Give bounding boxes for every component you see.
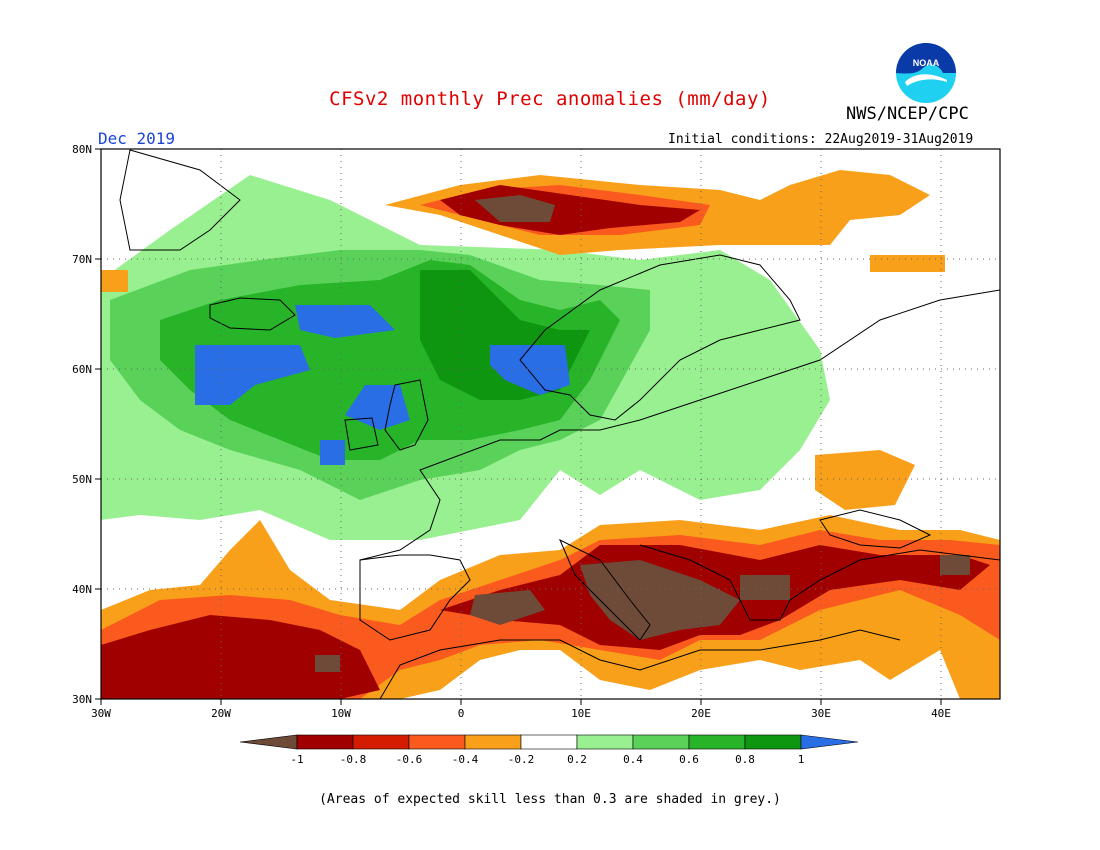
noaa-logo: NOAA (896, 43, 956, 103)
coastline-iberia (359, 554, 471, 641)
coastline-british-isles (344, 379, 429, 451)
anomaly-region-negative-south-extreme-4 (940, 555, 970, 575)
colorbar-label: 0.4 (623, 753, 643, 766)
lat-label: 50N (72, 473, 92, 486)
lon-label: 20E (691, 707, 711, 720)
lat-label: 30N (72, 693, 92, 706)
lat-label: 70N (72, 253, 92, 266)
colorbar-label: 0.6 (679, 753, 699, 766)
lat-label: 60N (72, 363, 92, 376)
colorbar-label: 0.8 (735, 753, 755, 766)
lon-label: 20W (211, 707, 231, 720)
lat-label: 80N (72, 143, 92, 156)
lon-label: 30E (811, 707, 831, 720)
colorbar-swatch (464, 734, 522, 750)
colorbar-swatch (632, 734, 690, 750)
coastline-north-africa (379, 629, 901, 699)
anomaly-region-negative-south-extreme-2 (470, 590, 545, 625)
colorbar-arrow-left (239, 734, 298, 750)
lon-label: 30W (91, 707, 111, 720)
coastline-balkans (639, 544, 1000, 621)
colorbar-swatch (576, 734, 634, 750)
coastline-black-sea (819, 509, 932, 549)
colorbar-legend: -1 -0.8 -0.6 -0.4 -0.2 0.2 0.4 0.6 0.8 1 (239, 734, 859, 766)
colorbar-swatch (520, 734, 578, 750)
colorbar-arrow-right (800, 734, 859, 750)
coastline-greenland (119, 149, 241, 251)
coastline-italy (559, 538, 651, 641)
colorbar-swatch (688, 734, 746, 750)
anomaly-region-negative-east (815, 450, 915, 510)
anomaly-region-max-positive-3 (490, 345, 570, 395)
anomaly-region-negative-northeast (870, 255, 945, 272)
lon-label: 10E (571, 707, 591, 720)
noaa-logo-text: NOAA (913, 58, 940, 68)
lon-label: 40E (931, 707, 951, 720)
forecast-month: Dec 2019 (98, 129, 176, 148)
colorbar-label: 0.2 (567, 753, 587, 766)
map-title: CFSv2 monthly Prec anomalies (mm/day) (329, 88, 771, 110)
axis-ticks (95, 148, 942, 705)
anomaly-region-negative-north-extreme (475, 195, 555, 222)
colorbar-label: -0.8 (340, 753, 367, 766)
colorbar-label: -0.4 (452, 753, 479, 766)
initial-conditions: Initial conditions: 22Aug2019-31Aug2019 (668, 132, 974, 147)
colorbar-label: -1 (290, 753, 303, 766)
colorbar-label: -0.2 (508, 753, 535, 766)
colorbar-label: -0.6 (396, 753, 423, 766)
organization-label: NWS/NCEP/CPC (846, 104, 969, 124)
lon-label: 0 (458, 707, 465, 720)
anomaly-region-negative-west (101, 270, 128, 292)
coastline-scandinavia (519, 254, 801, 421)
anomaly-region-negative-south-extreme-5 (315, 655, 340, 672)
colorbar-swatch (744, 734, 802, 750)
coastline-iceland (209, 297, 296, 331)
anomaly-region-max-positive-2 (295, 305, 395, 338)
lon-label: 10W (331, 707, 351, 720)
anomaly-region-max-positive-1 (195, 345, 310, 405)
colorbar-label: 1 (798, 753, 805, 766)
colorbar-swatch (352, 734, 410, 750)
coastlines (119, 149, 1000, 699)
colorbar-swatch (296, 734, 354, 750)
colorbar-swatch (408, 734, 466, 750)
anomaly-region-negative-south-extreme-3 (740, 575, 790, 600)
lat-label: 40N (72, 583, 92, 596)
map-frame (100, 148, 1001, 700)
coastline-western-europe (359, 289, 1000, 561)
anomaly-field (101, 170, 1000, 699)
anomaly-region-max-positive-5 (320, 440, 345, 465)
skill-note: (Areas of expected skill less than 0.3 a… (319, 792, 781, 807)
